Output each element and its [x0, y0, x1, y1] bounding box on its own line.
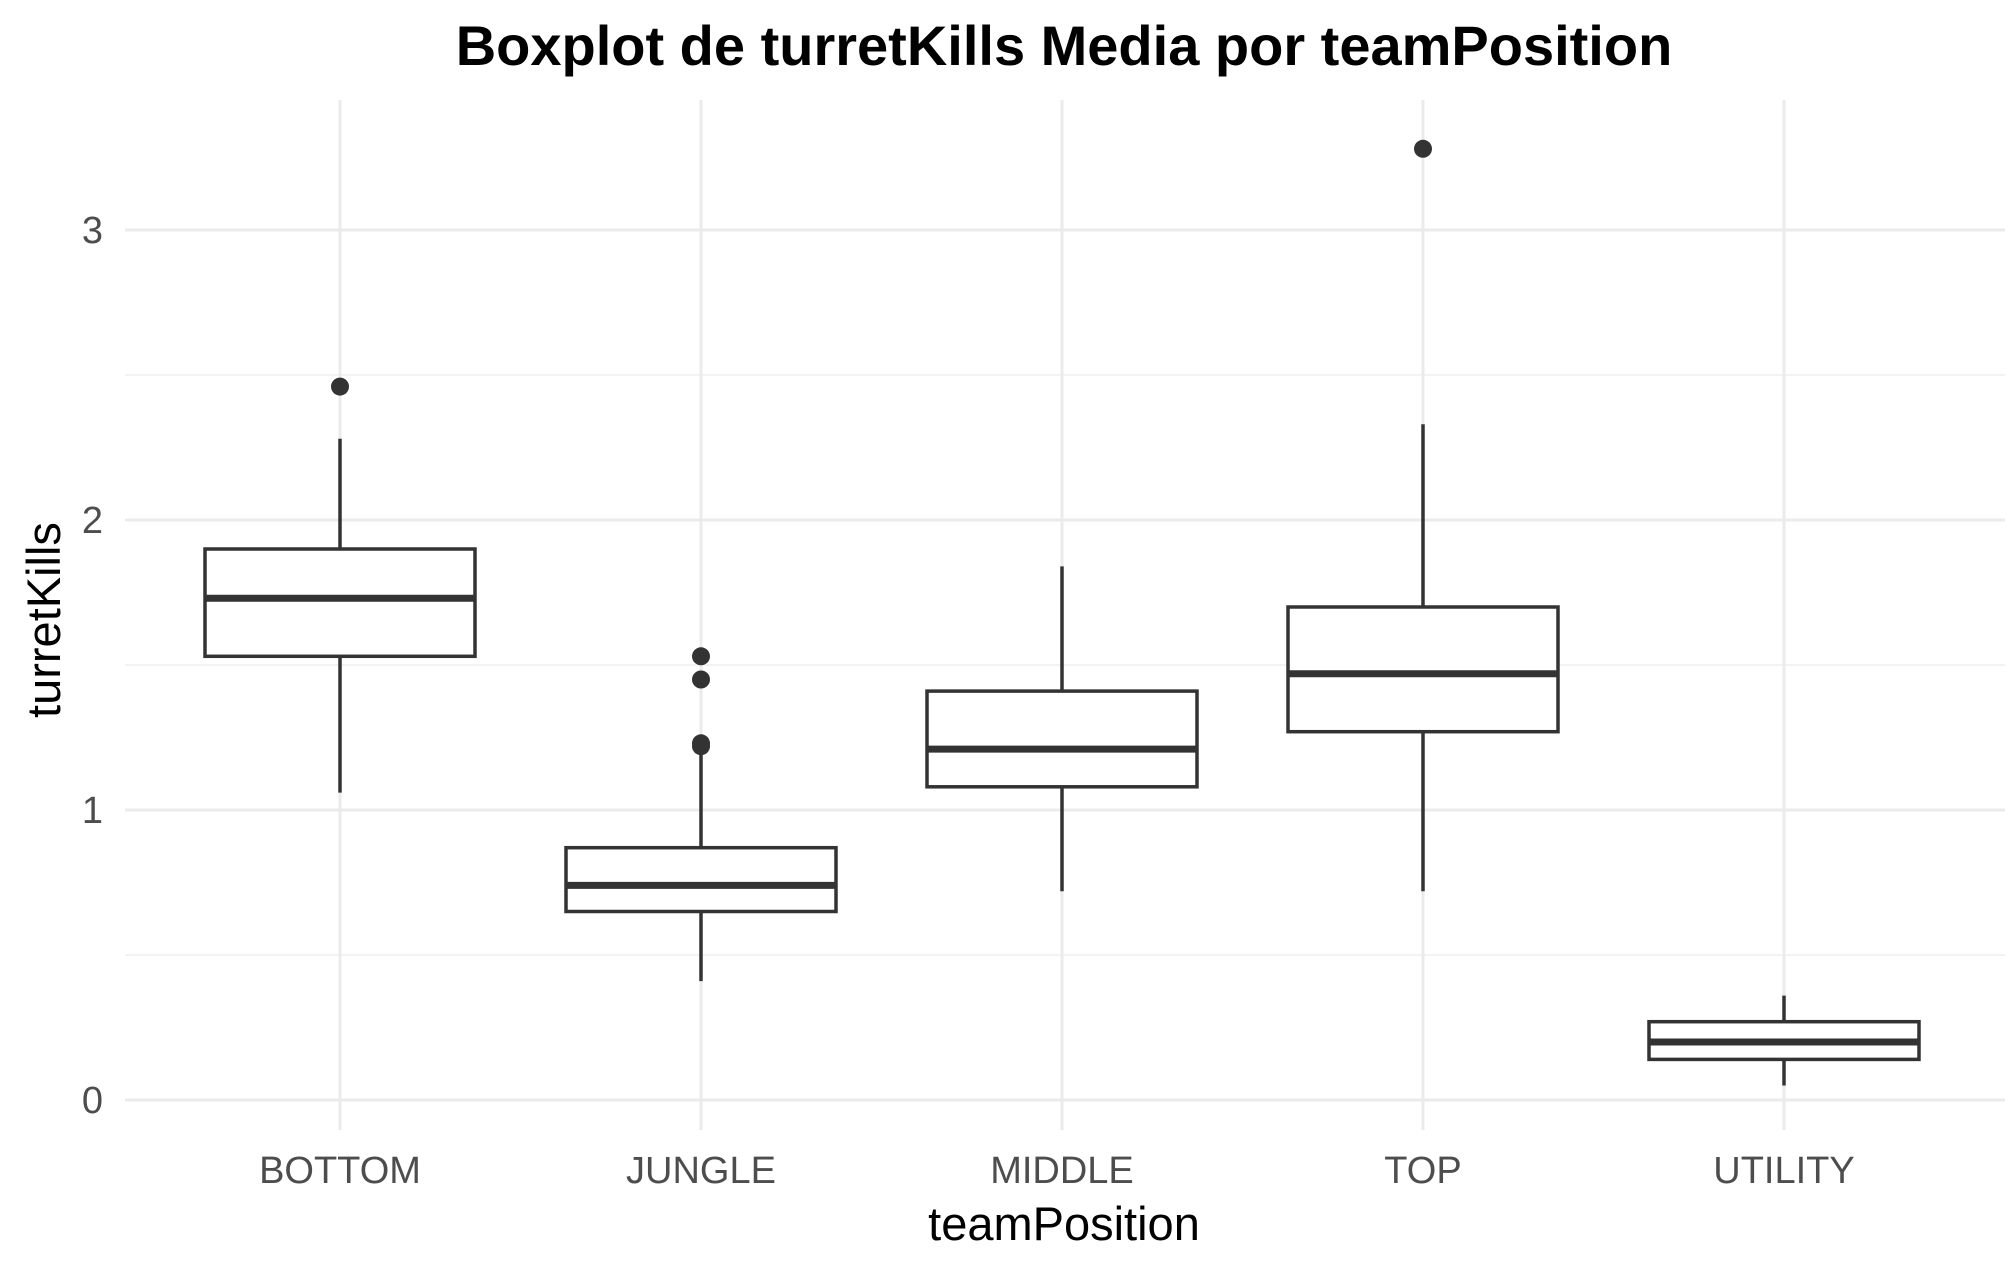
boxes [203, 139, 1921, 1086]
box-top [1286, 139, 1560, 892]
y-tick-label: 2 [82, 500, 103, 542]
outlier-point [331, 377, 349, 396]
x-tick-label: TOP [1384, 1150, 1461, 1192]
box-iqr [203, 547, 477, 659]
y-axis-title: turretKills [17, 522, 70, 718]
box-iqr [925, 689, 1199, 789]
y-tick-label: 0 [82, 1080, 103, 1122]
box-iqr [1286, 605, 1560, 734]
tick-labels: 0 1 2 3 BOTTOM JUNGLE MIDDLE TOP UTILITY [82, 210, 1855, 1192]
box-middle [925, 566, 1199, 892]
box-bottom [203, 377, 477, 793]
outlier-point [692, 670, 710, 689]
x-tick-label: BOTTOM [259, 1150, 421, 1192]
box-utility [1647, 995, 1921, 1086]
y-tick-label: 1 [82, 790, 103, 832]
y-tick-label: 3 [82, 210, 103, 252]
outlier-point [692, 647, 710, 666]
outlier-point [692, 737, 710, 756]
chart-title: Boxplot de turretKills Media por teamPos… [456, 14, 1673, 77]
x-axis-title: teamPosition [928, 1197, 1200, 1250]
box-iqr [564, 845, 838, 914]
outlier-point [1414, 139, 1432, 158]
x-tick-label: JUNGLE [626, 1150, 776, 1192]
x-tick-label: MIDDLE [990, 1150, 1134, 1192]
x-tick-label: UTILITY [1713, 1150, 1854, 1192]
grid-lines [125, 100, 2005, 1130]
box-jungle [564, 647, 838, 982]
